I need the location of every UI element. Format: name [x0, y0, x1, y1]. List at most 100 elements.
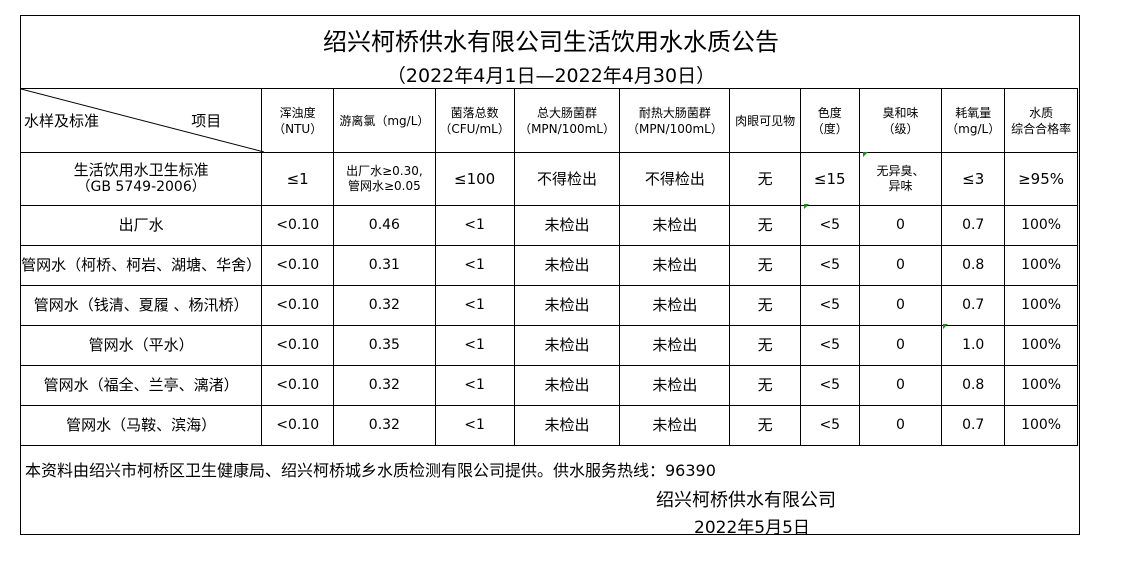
column-unit: （CFU/mL） — [439, 121, 510, 136]
result-value: <5 — [799, 405, 860, 446]
table-row: 管网水（柯桥、柯岩、湖塘、华舍） <0.10 0.31 <1 未检出 未检出无 <5 0 0.8… — [19, 245, 1078, 286]
result-value: <1 — [434, 365, 515, 406]
result-value: <1 — [434, 245, 515, 286]
column-title: 肉眼可见物 — [735, 113, 796, 128]
header-row: 水样及标准 项目 浑浊度 （NTU） 游离氯（mg/L） 菌落总数 （CFU/mL） 总大… — [19, 88, 1078, 153]
table-row: 管网水（平水） <0.10 0.35 <1 未检出 未检出无 <5 0 1.0 100% — [19, 325, 1078, 366]
result-value: 未检出 — [513, 245, 621, 286]
sample-name: 管网水（平水） — [19, 325, 263, 366]
standard-code: （GB 5749-2006） — [76, 179, 206, 195]
comment-marker — [804, 204, 809, 209]
result-value: <5 — [799, 365, 860, 406]
corner-header: 水样及标准 项目 — [19, 88, 264, 153]
result-value: 100% — [1004, 205, 1078, 246]
quality-table: 水样及标准 项目 浑浊度 （NTU） 游离氯（mg/L） 菌落总数 （CFU/mL） 总大… — [19, 88, 1078, 446]
result-value: 1.0 — [941, 325, 1006, 366]
result-value: 0 — [858, 325, 943, 366]
result-value: 100% — [1004, 405, 1078, 446]
result-value: <0.10 — [261, 405, 335, 446]
result-value: 未检出 — [513, 205, 621, 246]
comment-marker — [943, 324, 948, 329]
result-value: 未检出 — [513, 325, 621, 366]
result-value: 无 — [729, 205, 801, 246]
diagonal-line — [21, 89, 264, 152]
column-header: 臭和味 （级） — [858, 88, 943, 153]
column-title: 游离氯（mg/L） — [339, 113, 430, 128]
corner-left-label: 水样及标准 — [24, 112, 100, 130]
result-value: 100% — [1004, 365, 1078, 406]
result-value: <5 — [799, 325, 860, 366]
result-value: 无 — [729, 325, 801, 366]
standard-title: 生活饮用水卫生标准 — [73, 161, 209, 179]
column-title: 耗氧量 — [955, 105, 992, 120]
standard-name: 生活饮用水卫生标准 （GB 5749-2006） — [19, 152, 263, 206]
result-value: 0 — [858, 405, 943, 446]
result-value: 0.31 — [333, 245, 436, 286]
table-row: 管网水（马鞍、滨海） <0.10 0.32 <1 未检出 未检出无 <5 0 0.7 100% — [19, 405, 1078, 446]
source-note: 本资料由绍兴市柯桥区卫生健康局、绍兴柯桥城乡水质检测有限公司提供。供水服务热线：… — [25, 461, 716, 480]
result-value: 未检出 — [619, 205, 731, 246]
result-value: 未检出 — [619, 325, 731, 366]
column-unit: （MPN/100mL） — [519, 121, 615, 136]
column-title: 色度 — [817, 105, 842, 120]
result-value: 0 — [858, 205, 943, 246]
table-row: 出厂水 <0.10 0.46 <1 未检出 未检出无 <5 0 0.7 100% — [19, 205, 1078, 246]
sample-name: 管网水（马鞍、滨海） — [19, 405, 263, 446]
result-value: <1 — [434, 405, 515, 446]
column-unit: （度） — [811, 121, 848, 136]
column-header: 肉眼可见物 — [729, 88, 801, 153]
sample-name: 管网水（福全、兰亭、漓渚） — [19, 365, 263, 406]
column-title: 臭和味 — [882, 105, 919, 120]
result-value: 0 — [858, 245, 943, 286]
result-value: 0.32 — [333, 285, 436, 326]
result-value: 未检出 — [619, 405, 731, 446]
corner-right-label: 项目 — [191, 112, 222, 130]
column-unit: （MPN/100mL） — [626, 121, 723, 136]
result-value: <1 — [434, 325, 515, 366]
column-header: 游离氯（mg/L） — [333, 88, 436, 153]
column-title: 浑浊度 — [279, 105, 316, 120]
table-row: 管网水（福全、兰亭、漓渚） <0.10 0.32 <1 未检出 未检出无 <5 0 0.8 100… — [19, 365, 1078, 406]
result-value: <5 — [799, 285, 860, 326]
standard-value: ≤1 — [261, 152, 335, 206]
column-header: 菌落总数 （CFU/mL） — [434, 88, 515, 153]
water-quality-notice: 绍兴柯桥供水有限公司生活饮用水水质公告 （2022年4月1日—2022年4月30… — [19, 15, 1080, 538]
column-title: 菌落总数 — [450, 105, 499, 120]
result-value: 无 — [729, 285, 801, 326]
result-value: 无 — [729, 245, 801, 286]
notice-period: （2022年4月1日—2022年4月30日） — [386, 65, 716, 87]
result-value: 无 — [729, 365, 801, 406]
column-unit: （mg/L） — [946, 121, 1001, 136]
result-value: 0 — [858, 365, 943, 406]
comment-marker — [863, 152, 868, 157]
result-value: 未检出 — [619, 285, 731, 326]
result-value: 未检出 — [513, 365, 621, 406]
column-header: 总大肠菌群 （MPN/100mL） — [513, 88, 621, 153]
column-unit: （NTU） — [273, 121, 323, 136]
standard-value: ≤100 — [434, 152, 515, 206]
standard-value: ≤3 — [941, 152, 1006, 206]
result-value: <0.10 — [261, 205, 335, 246]
standard-row: 生活饮用水卫生标准 （GB 5749-2006） ≤1 出厂水≥0.30, 管网水≥… — [19, 152, 1078, 206]
result-value: 100% — [1004, 325, 1078, 366]
result-value: 0.32 — [333, 405, 436, 446]
column-header: 水质 综合合格率 — [1004, 88, 1078, 153]
result-value: <5 — [799, 245, 860, 286]
result-value: 0.8 — [941, 365, 1006, 406]
sample-name: 管网水（柯桥、柯岩、湖塘、华舍） — [19, 245, 263, 286]
result-value: 未检出 — [513, 405, 621, 446]
column-header: 耗氧量 （mg/L） — [941, 88, 1006, 153]
result-value: <0.10 — [261, 365, 335, 406]
column-unit: （级） — [882, 121, 919, 136]
column-title: 水质 — [1029, 105, 1054, 120]
result-value: <5 — [799, 205, 860, 246]
standard-value: 出厂水≥0.30, 管网水≥0.05 — [333, 152, 436, 206]
result-value: 未检出 — [619, 245, 731, 286]
standard-value: ≥95% — [1004, 152, 1078, 206]
result-value: 未检出 — [513, 285, 621, 326]
result-value: 100% — [1004, 285, 1078, 326]
result-value: 0.35 — [333, 325, 436, 366]
standard-value: 不得检出 — [619, 152, 731, 206]
result-value: 0.7 — [941, 405, 1006, 446]
result-value: 0.7 — [941, 285, 1006, 326]
